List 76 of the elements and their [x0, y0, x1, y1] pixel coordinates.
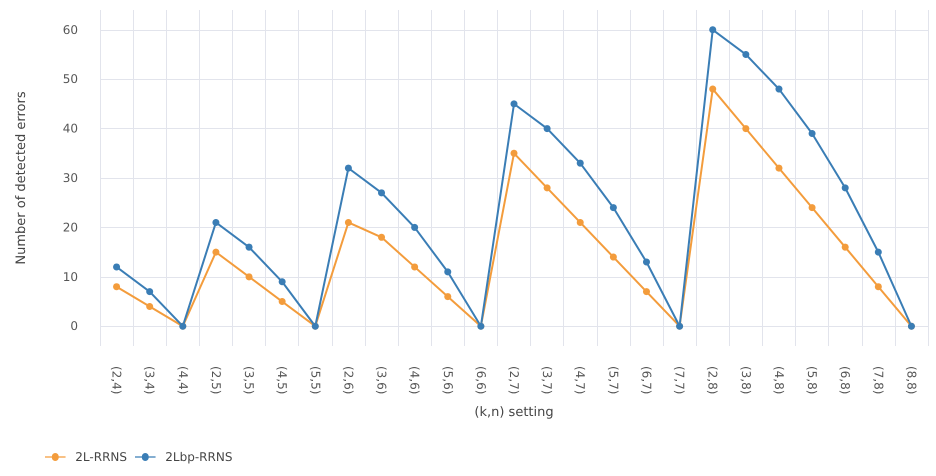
- point: [444, 268, 452, 276]
- point: [411, 263, 418, 270]
- x-tick-label: (2,5): [208, 366, 223, 394]
- point: [146, 302, 154, 310]
- x-tick-label: (3,4): [142, 366, 157, 394]
- point: [246, 273, 253, 280]
- point: [544, 184, 551, 192]
- point: [610, 254, 617, 261]
- point: [113, 263, 120, 270]
- point: [576, 218, 584, 226]
- point: [576, 160, 584, 167]
- x-tick-label: (4,6): [408, 366, 422, 394]
- y-tick-label: 60: [62, 22, 78, 37]
- point: [344, 164, 352, 172]
- point: [874, 248, 882, 256]
- point: [278, 298, 286, 306]
- point: [113, 283, 120, 290]
- y-tick-label: 40: [62, 122, 78, 136]
- x-tick-label: (3,7): [540, 366, 554, 394]
- x-tick-label: (4,5): [275, 366, 290, 394]
- point: [378, 234, 386, 241]
- x-tick-label: (6,6): [474, 366, 488, 394]
- point: [246, 244, 253, 251]
- x-tick-label: (4,4): [176, 366, 190, 394]
- x-tick-label: (5,5): [308, 366, 322, 394]
- y-axis-title: Number of detected errors: [14, 91, 29, 265]
- x-tick-label: (7,8): [871, 366, 886, 394]
- x-tick-label: (5,7): [606, 366, 620, 394]
- point: [742, 125, 750, 132]
- x-tick-label: (2,6): [341, 366, 356, 394]
- point: [808, 204, 816, 212]
- point: [212, 218, 220, 226]
- point: [510, 100, 518, 108]
- point: [775, 164, 782, 172]
- point: [709, 26, 716, 34]
- x-tick-label: (7,7): [672, 366, 687, 394]
- x-tick-label: (2,7): [507, 366, 521, 394]
- y-tick-label: 30: [62, 171, 78, 185]
- point: [444, 293, 452, 300]
- x-axis-title: (k,n) setting: [474, 405, 554, 420]
- x-tick-label: (4,7): [573, 366, 588, 394]
- point: [146, 288, 154, 296]
- point: [212, 248, 220, 256]
- x-tick-label: (6,7): [639, 366, 654, 394]
- point: [742, 50, 750, 58]
- point: [544, 125, 551, 132]
- x-tick-label: (8,8): [904, 366, 918, 394]
- point: [642, 258, 650, 266]
- point: [709, 86, 716, 93]
- point: [842, 244, 849, 251]
- x-tick-label: (6,8): [838, 366, 852, 394]
- point: [842, 184, 849, 192]
- point: [378, 189, 386, 196]
- point: [344, 218, 352, 226]
- x-tick-label: (3,5): [242, 366, 256, 394]
- point: [610, 204, 617, 212]
- x-tick-label: (5,6): [440, 366, 455, 394]
- x-tick-label: (3,8): [738, 366, 753, 394]
- y-tick-label: 50: [62, 72, 78, 86]
- point: [808, 130, 816, 138]
- legend-label: 2Lbp-RRNS: [165, 450, 232, 464]
- x-tick-label: (5,8): [805, 366, 820, 394]
- point: [874, 283, 882, 290]
- point: [642, 288, 650, 296]
- legend-label: 2L-RRNS: [75, 450, 128, 464]
- x-tick-label: (2,8): [706, 366, 720, 394]
- point: [510, 150, 518, 157]
- x-tick-label: (4,8): [772, 366, 786, 394]
- y-tick-label: 0: [70, 319, 78, 334]
- x-tick-label: (3,6): [374, 366, 389, 394]
- point: [411, 224, 418, 231]
- x-tick-label: (2,4): [110, 366, 124, 394]
- point: [278, 278, 286, 286]
- point: [775, 86, 782, 93]
- y-tick-label: 20: [62, 220, 78, 234]
- y-tick-label: 10: [62, 270, 78, 284]
